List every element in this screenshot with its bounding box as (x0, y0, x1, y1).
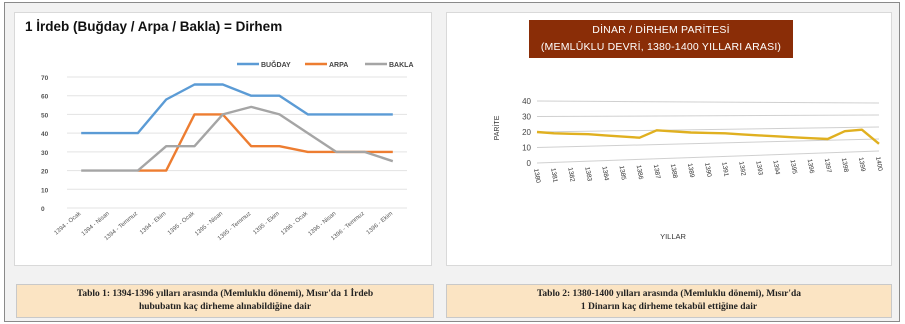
x-tick-label: 1396 - Ekim (366, 211, 394, 236)
caption-line: Tablo 2: 1380-1400 yılları arasında (Mem… (536, 289, 802, 299)
caption-line: 1 Dinarın kaç dirheme tekabül ettiğine d… (580, 302, 758, 312)
y-tick-label: 20 (41, 169, 49, 176)
chart-title-line: DİNAR / DİRHEM PARİTESİ (592, 24, 730, 36)
x-tick-label: 1391 (720, 162, 729, 178)
x-tick-label: 1383 (583, 166, 592, 182)
x-axis-label: YILLAR (660, 232, 686, 241)
x-tick-label: 1394 (771, 160, 780, 176)
x-tick-label: 1384 (600, 166, 609, 182)
chart-subtitle-line: (MEMLÛKLU DEVRİ, 1380-1400 YILLARI ARASI… (540, 41, 782, 53)
caption-table-1: Tablo 1: 1394-1396 yılları arasında (Mem… (16, 284, 434, 318)
x-tick-label: 1396 (806, 159, 815, 175)
y-tick-label: 60 (41, 94, 49, 101)
x-tick-label: 1381 (549, 168, 558, 184)
x-tick-label: 1396 - Ocak (280, 210, 310, 236)
x-tick-label: 1395 - Ocak (167, 210, 197, 236)
gridline (536, 114, 880, 117)
y-tick-label: 20 (522, 128, 531, 137)
y-tick-label: 40 (41, 131, 49, 138)
x-tick-label: 1394 - Ocak (54, 210, 84, 236)
caption-line: hububatın kaç dirheme alınabildiğine dai… (138, 302, 312, 312)
x-tick-label: 1396 - Nisan (308, 211, 338, 237)
caption-table-2: Tablo 2: 1380-1400 yılları arasında (Mem… (446, 284, 892, 318)
legend-label: BUĞDAY (261, 60, 291, 69)
parite-line-chart: 0 10 20 30 40 1380 1381 1382 1383 1384 1385 1386 138… (492, 97, 884, 241)
x-tick-label: 1399 (857, 157, 866, 173)
series-line-parite (536, 128, 880, 145)
chart-panel-irdeb: 1 İrdeb (Buğday / Arpa / Bakla) = Dirhem… (14, 12, 432, 266)
x-tick-label: 1385 (618, 165, 627, 181)
gridline (536, 150, 880, 164)
gridline (536, 126, 880, 133)
series-line-bakla (81, 105, 394, 172)
x-tick-label: 1388 (669, 163, 678, 179)
y-tick-label: 50 (41, 112, 49, 119)
y-tick-label: 10 (522, 144, 531, 153)
chart-title-box: DİNAR / DİRHEM PARİTESİ (MEMLÛKLU DEVRİ,… (529, 20, 793, 58)
y-tick-label: 0 (41, 206, 45, 213)
x-tick-label: 1398 (840, 157, 849, 173)
y-tick-label: 30 (41, 150, 49, 157)
y-axis-label: PARİTE (492, 115, 501, 140)
x-tick-label: 1393 (754, 160, 763, 176)
gridline (536, 138, 880, 148)
chart-title: 1 İrdeb (Buğday / Arpa / Bakla) = Dirhem (25, 19, 283, 34)
x-tick-label: 1380 (532, 168, 541, 184)
x-tick-label: 1394 - Nisan (81, 211, 111, 237)
x-tick-label: 1392 (737, 161, 746, 177)
x-tick-label: 1395 - Nisan (194, 211, 224, 237)
y-tick-label: 30 (522, 113, 531, 122)
gridline (536, 100, 880, 104)
x-tick-label: 1387 (652, 164, 661, 180)
x-tick-label: 1395 (789, 159, 798, 175)
x-tick-label: 1400 (874, 156, 883, 172)
caption-line: Tablo 1: 1394-1396 yılları arasında (Mem… (76, 289, 374, 299)
x-tick-label: 1390 (703, 162, 712, 178)
x-tick-label: 1397 (823, 158, 832, 174)
y-tick-label: 40 (522, 97, 531, 106)
y-tick-label: 0 (527, 159, 532, 168)
y-tick-label: 10 (41, 187, 49, 194)
legend-label: ARPA (329, 62, 348, 69)
y-tick-label: 70 (41, 75, 49, 82)
x-tick-label: 1386 (635, 165, 644, 181)
legend-label: BAKLA (389, 62, 414, 69)
series-line-buğday (81, 83, 393, 135)
x-tick-label: 1382 (566, 167, 575, 183)
chart-panel-parite: DİNAR / DİRHEM PARİTESİ (MEMLÛKLU DEVRİ,… (446, 12, 892, 266)
x-tick-label: 1395 - Ekim (252, 211, 280, 236)
x-tick-label: 1394 - Ekim (139, 211, 167, 236)
x-tick-label: 1389 (686, 163, 695, 179)
series-line-arpa (137, 113, 393, 172)
